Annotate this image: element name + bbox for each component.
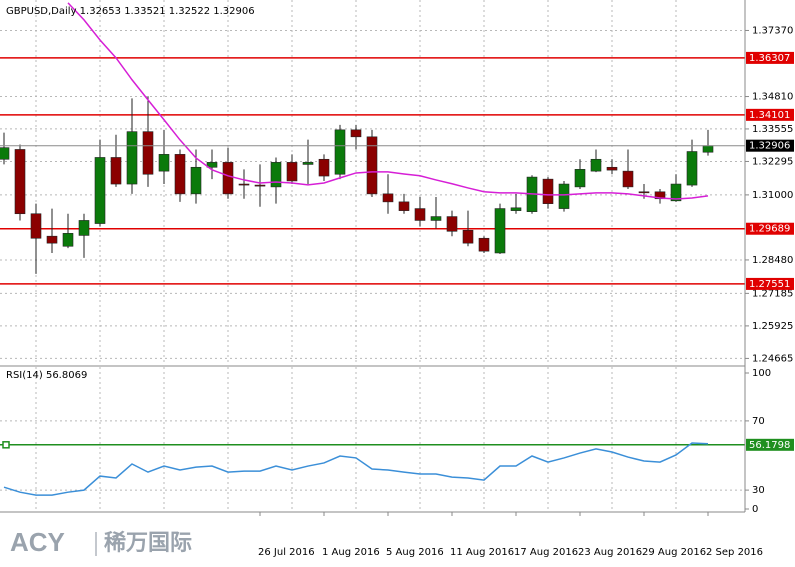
current-price-label: 1.32906 xyxy=(749,141,790,152)
x-tick-label: 5 Aug 2016 xyxy=(386,547,444,558)
x-tick-label: 29 Aug 2016 xyxy=(642,547,706,558)
candle-body xyxy=(638,191,650,194)
candle-body xyxy=(366,136,378,195)
y-tick-label: 1.37370 xyxy=(752,25,793,36)
level-label: 1.29689 xyxy=(749,224,790,235)
candle-body xyxy=(350,129,362,138)
rsi-line xyxy=(3,442,709,496)
y-tick-label: 0 xyxy=(752,504,758,515)
candle-body xyxy=(590,158,602,172)
y-tick-label: 1.27185 xyxy=(752,288,793,299)
watermark-name: 稀万国际 xyxy=(104,530,192,556)
candle-body xyxy=(398,201,410,211)
candle-body xyxy=(14,149,26,215)
watermark-bg xyxy=(0,522,225,567)
candle-body xyxy=(238,183,250,186)
y-tick-label: 1.25925 xyxy=(752,321,793,332)
candle-body xyxy=(158,154,170,172)
x-tick-label: 1 Aug 2016 xyxy=(322,547,380,558)
candle-body xyxy=(270,162,282,188)
candle-body xyxy=(446,216,458,232)
level-label: 1.27551 xyxy=(749,279,790,290)
candle-body xyxy=(254,184,266,187)
y-tick-label: 30 xyxy=(752,485,765,496)
candle-body xyxy=(702,145,714,153)
level-handle xyxy=(2,441,10,449)
candle-body xyxy=(62,233,74,247)
candle-body xyxy=(190,166,202,195)
candle-body xyxy=(318,158,330,177)
level-label-bg xyxy=(746,277,794,290)
candle-body xyxy=(606,166,618,171)
candle-body xyxy=(302,162,314,165)
candle-body xyxy=(686,151,698,186)
candle-body xyxy=(46,235,58,244)
candle-body xyxy=(558,183,570,209)
y-tick-label: 1.34810 xyxy=(752,92,793,103)
candle-body xyxy=(654,191,666,200)
candle-body xyxy=(670,183,682,202)
candle-body xyxy=(206,162,218,168)
candle-body xyxy=(110,157,122,185)
candle-body xyxy=(174,154,186,195)
level-label-bg xyxy=(746,222,794,235)
candle-body xyxy=(94,157,106,224)
y-tick-label: 1.28480 xyxy=(752,255,793,266)
candle-body xyxy=(0,147,10,160)
current-price-bg xyxy=(746,139,794,152)
candle-body xyxy=(126,131,138,185)
candle-body xyxy=(222,162,234,195)
level-label-bg xyxy=(746,51,794,64)
candle-body xyxy=(574,169,586,188)
x-tick-label: 26 Jul 2016 xyxy=(258,547,315,558)
price-panel xyxy=(0,2,745,285)
label-layer: 1.37370 1.34810 1.33555 1.32295 1.31000 1.284… xyxy=(258,25,794,558)
candle-body xyxy=(414,208,426,221)
x-tick-label: 23 Aug 2016 xyxy=(578,547,642,558)
candle-body xyxy=(622,170,634,188)
candle-body xyxy=(142,131,154,175)
grid-layer xyxy=(0,0,745,512)
x-tick-label: 2 Sep 2016 xyxy=(706,547,763,558)
candle-body xyxy=(78,220,90,236)
candle-body xyxy=(542,178,554,204)
rsi-panel xyxy=(0,441,745,496)
x-tick-label: 11 Aug 2016 xyxy=(450,547,514,558)
candle-body xyxy=(382,193,394,203)
candle-body xyxy=(494,208,506,254)
candle-body xyxy=(430,216,442,221)
y-tick-label: 100 xyxy=(752,368,771,379)
candle-body xyxy=(286,162,298,182)
candle-body xyxy=(510,207,522,211)
moving-average xyxy=(67,2,709,200)
level-label-bg xyxy=(746,438,794,451)
y-tick-label: 1.32295 xyxy=(752,156,793,167)
y-tick-label: 1.24665 xyxy=(752,353,793,364)
candle-body xyxy=(30,213,42,239)
y-tick-label: 1.31000 xyxy=(752,190,793,201)
y-tick-label: 70 xyxy=(752,416,765,427)
x-tick-label: 17 Aug 2016 xyxy=(514,547,578,558)
level-label: 56.1798 xyxy=(749,440,790,451)
y-tick-label: 1.33555 xyxy=(752,124,793,135)
chart-title: GBPUSD,Daily 1.32653 1.33521 1.32522 1.3… xyxy=(6,6,255,17)
rsi-title: RSI(14) 56.8069 xyxy=(6,370,87,381)
candle-body xyxy=(478,237,490,252)
level-label-bg xyxy=(746,108,794,121)
candle-body xyxy=(334,129,346,175)
candle-body xyxy=(462,229,474,244)
level-label: 1.36307 xyxy=(749,53,790,64)
watermark-brand: ACY xyxy=(10,527,65,557)
level-label: 1.34101 xyxy=(749,110,790,121)
